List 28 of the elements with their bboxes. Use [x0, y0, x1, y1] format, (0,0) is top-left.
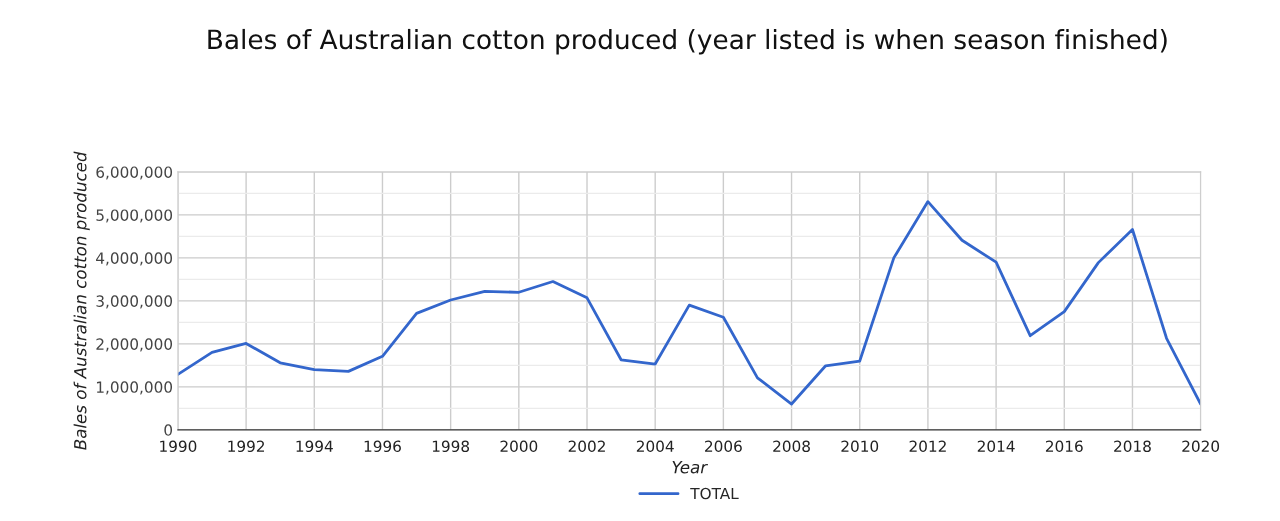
y-tick-label: 6,000,000: [96, 166, 173, 180]
x-tick-label: 2016: [1045, 440, 1083, 453]
x-tick-label: 2018: [1114, 440, 1151, 453]
x-tick-label: 1996: [364, 440, 401, 453]
x-tick-label: 1990: [160, 440, 197, 453]
y-tick-label: 4,000,000: [96, 252, 173, 266]
x-tick-label: 2000: [500, 440, 538, 453]
x-tick-label: 2010: [841, 440, 879, 453]
legend-label: TOTAL: [690, 487, 739, 500]
x-tick-label: 2012: [909, 440, 946, 453]
y-tick-label: 5,000,000: [96, 209, 173, 223]
x-tick-label: 1992: [228, 440, 265, 453]
line-series: [177, 200, 1201, 406]
x-tick-label: 2004: [636, 440, 674, 453]
y-tick-label: 3,000,000: [96, 295, 173, 309]
y-tick-label: 2,000,000: [96, 338, 173, 352]
x-tick-label: 1998: [432, 440, 470, 453]
x-tick-label: 2008: [773, 440, 810, 453]
y-tick-label: 1,000,000: [96, 381, 173, 395]
x-tick-label: 1994: [296, 440, 333, 453]
x-tick-label: 2020: [1182, 440, 1220, 453]
chart-title: Bales of Australian cotton produced (year listed is when season finished): [208, 28, 1167, 55]
x-axis-title: Year: [672, 461, 708, 474]
x-tick-label: 2014: [977, 440, 1015, 453]
x-tick-label: 2002: [568, 440, 605, 453]
y-axis-title: Bales of Australian cotton produced: [73, 151, 90, 450]
y-tick-label: 0: [164, 424, 173, 436]
x-tick-label: 2006: [705, 440, 742, 453]
